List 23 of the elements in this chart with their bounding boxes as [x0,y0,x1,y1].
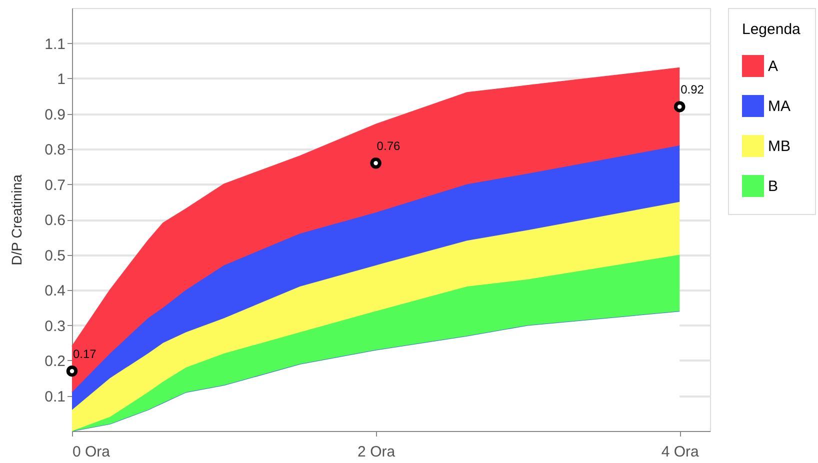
x-tick-label: 4 Ora [661,444,700,460]
y-tick-label: 0.1 [44,388,66,406]
y-tick-label: 1.1 [44,36,66,53]
y-tick-label: 0.9 [44,106,66,124]
legend-title: Legenda [742,21,802,38]
y-tick-label: 0.5 [44,247,66,264]
y-axis-title: D/P Creatinina [8,174,25,266]
y-tick-label: 0.2 [44,353,66,370]
y-tick-label: 0.6 [44,212,66,229]
y-tick-label: 0.7 [44,176,66,194]
x-tick-label: 0 Ora [72,444,111,460]
data-label: 0.17 [73,347,97,362]
legend-label: A [768,58,778,75]
y-tick-label: 0.3 [44,318,66,335]
y-tick-label: 1 [57,71,66,88]
data-label: 0.92 [680,82,704,97]
legend-label: MA [768,98,790,115]
x-tick-label: 2 Ora [358,444,396,460]
legend-label: MB [768,138,790,155]
y-tick-label: 0.4 [44,282,66,300]
data-label: 0.76 [376,139,400,154]
legend-label: B [768,178,778,195]
y-tick-label: 0.8 [44,142,66,158]
